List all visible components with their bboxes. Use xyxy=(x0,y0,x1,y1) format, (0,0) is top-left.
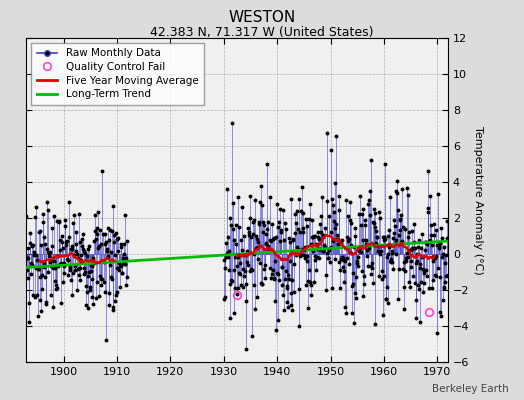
Text: 42.383 N, 71.317 W (United States): 42.383 N, 71.317 W (United States) xyxy=(150,26,374,39)
Legend: Raw Monthly Data, Quality Control Fail, Five Year Moving Average, Long-Term Tren: Raw Monthly Data, Quality Control Fail, … xyxy=(31,43,204,104)
Text: Berkeley Earth: Berkeley Earth xyxy=(432,384,508,394)
Text: WESTON: WESTON xyxy=(228,10,296,25)
Y-axis label: Temperature Anomaly (°C): Temperature Anomaly (°C) xyxy=(473,126,483,274)
